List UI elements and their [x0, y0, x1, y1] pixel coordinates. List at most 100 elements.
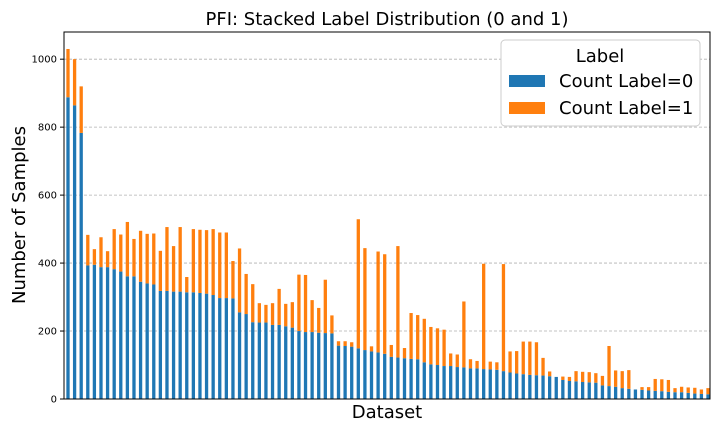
bar-label-0: [699, 393, 704, 399]
bar-label-0: [389, 356, 393, 399]
y-tick-label: 800: [38, 123, 57, 134]
bar-label-1: [330, 315, 334, 334]
bar-label-1: [119, 234, 123, 272]
bar-label-0: [627, 388, 631, 399]
bar-label-0: [264, 322, 268, 399]
legend-frame: [500, 39, 701, 127]
bar-label-1: [640, 387, 644, 390]
bar-label-1: [521, 341, 525, 375]
bar-label-0: [231, 298, 235, 399]
bar-label-1: [264, 304, 268, 323]
bar-label-0: [99, 267, 103, 399]
bar-label-1: [627, 370, 631, 389]
bar-label-0: [125, 276, 130, 399]
bar-label-1: [534, 342, 539, 376]
bar-label-1: [488, 361, 492, 370]
bar-label-0: [660, 391, 664, 399]
bar-label-1: [528, 341, 532, 375]
bar-label-0: [567, 380, 572, 399]
bar-label-1: [416, 315, 420, 360]
bar-label-1: [343, 341, 347, 346]
bar-label-1: [482, 263, 486, 370]
bar-label-0: [561, 379, 565, 399]
bar-label-1: [693, 387, 697, 394]
bar-label-1: [673, 388, 677, 393]
bar-label-1: [429, 326, 433, 365]
bar-label-1: [462, 301, 466, 368]
bar-label-0: [534, 375, 539, 399]
bar-label-0: [376, 352, 380, 399]
bar-label-0: [105, 267, 110, 399]
bar-label-0: [191, 292, 196, 399]
bar-label-0: [171, 291, 176, 399]
bar-label-0: [330, 333, 334, 399]
bar-label-0: [165, 290, 169, 399]
bar-label-0: [270, 324, 275, 399]
bar-label-1: [435, 328, 440, 366]
chart-title: PFI: Stacked Label Distribution (0 and 1…: [206, 9, 569, 30]
bar-label-0: [515, 373, 519, 399]
bar-label-1: [653, 378, 657, 391]
bar-label-1: [99, 237, 103, 268]
bar-label-0: [79, 132, 83, 400]
bar-label-0: [152, 284, 156, 399]
bar-label-1: [257, 303, 261, 323]
bar-label-1: [171, 246, 176, 292]
y-axis-label: Number of Samples: [9, 126, 30, 304]
bar-label-1: [409, 313, 413, 359]
bar-label-0: [343, 345, 347, 399]
bar-label-1: [237, 248, 242, 313]
bar-label-1: [79, 86, 83, 133]
y-tick-label: 400: [38, 259, 57, 270]
bar-label-1: [297, 274, 301, 332]
bar-label-1: [145, 233, 149, 284]
bar-label-0: [495, 369, 499, 399]
bar-label-1: [125, 221, 130, 277]
bar-label-1: [165, 227, 169, 291]
bar-label-1: [185, 277, 189, 293]
y-tick-label: 0: [51, 395, 57, 406]
y-axis: 0 200 400 600 800 1000: [32, 55, 64, 406]
bar-label-1: [251, 284, 255, 323]
bar-label-0: [587, 382, 591, 399]
bar-label-0: [251, 322, 255, 399]
bar-label-1: [396, 246, 400, 358]
x-axis-label: Dataset: [352, 402, 423, 423]
bar-label-1: [92, 249, 97, 265]
bar-label-0: [66, 97, 70, 399]
bar-label-1: [561, 376, 565, 380]
bar-label-0: [297, 331, 301, 399]
bar-label-1: [310, 300, 314, 333]
bar-label-0: [211, 295, 215, 399]
bar-label-0: [607, 386, 611, 399]
bar-label-0: [422, 362, 426, 399]
bar-label-0: [633, 389, 638, 399]
bar-label-0: [198, 292, 202, 399]
bar-label-0: [257, 322, 261, 399]
bar-label-0: [429, 364, 433, 399]
bar-label-1: [303, 274, 308, 333]
bar-label-1: [132, 238, 136, 277]
y-tick-label: 1000: [32, 55, 57, 66]
bar-label-0: [554, 376, 558, 399]
bar-label-1: [152, 233, 156, 285]
bar-label-1: [620, 371, 624, 389]
bar-label-0: [594, 382, 598, 399]
bar-label-1: [455, 354, 459, 368]
bar-label-0: [475, 368, 479, 399]
bar-label-1: [356, 219, 360, 349]
bar-label-1: [204, 230, 209, 294]
bar-label-1: [350, 342, 354, 347]
bar-label-0: [646, 390, 651, 399]
bar-label-0: [369, 351, 374, 399]
bar-label-1: [567, 376, 572, 381]
bar-label-0: [686, 392, 690, 399]
bar-label-1: [449, 353, 453, 367]
bar-label-0: [488, 369, 492, 399]
bar-label-1: [699, 389, 704, 394]
y-tick-label: 600: [38, 191, 57, 202]
bar-label-1: [501, 264, 506, 372]
bar-label-0: [138, 281, 143, 399]
bar-label-1: [270, 303, 275, 325]
bar-label-1: [86, 234, 90, 266]
